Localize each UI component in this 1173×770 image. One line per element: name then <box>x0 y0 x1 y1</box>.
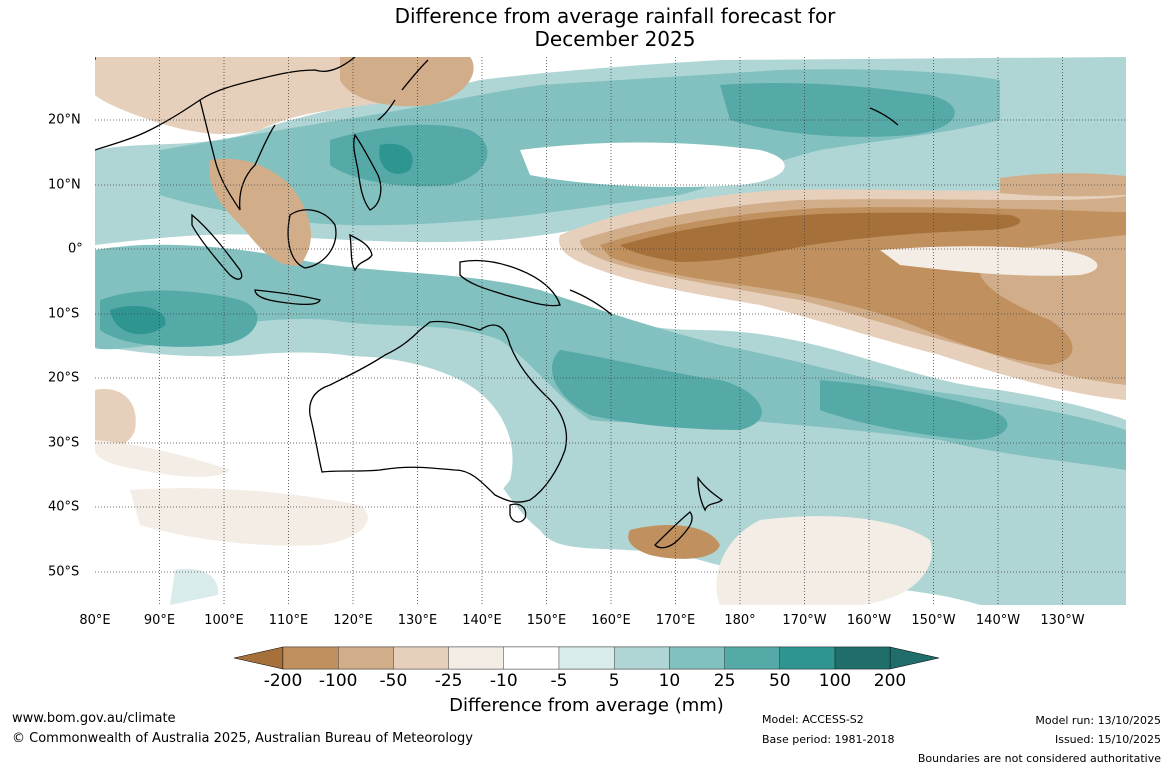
colorbar-segment <box>503 646 560 670</box>
colorbar-tick: -100 <box>318 671 358 691</box>
anomaly-region-pale-south-indian <box>95 440 230 477</box>
anomaly-region-dark-brown-eq-pacific <box>620 212 1021 262</box>
colorbar-tick: -25 <box>434 671 463 691</box>
colorbar-tick: -50 <box>379 671 408 691</box>
longitude-label: 140°E <box>462 613 502 628</box>
colorbar-tick: 100 <box>818 671 852 691</box>
colorbar-segment <box>558 646 615 670</box>
longitude-label: 90°E <box>143 613 176 628</box>
footer-url: www.bom.gov.au/climate <box>12 711 176 726</box>
latitude-label: 50°S <box>48 564 80 580</box>
colorbar-tick: 5 <box>608 671 620 691</box>
anomaly-region-white-australia <box>292 356 513 512</box>
anomaly-region-pale-sw-indian <box>170 568 219 605</box>
colorbar-tick: 50 <box>768 671 791 691</box>
anomaly-region-tan-south-china-sea <box>209 158 311 266</box>
latitude-label: 10°S <box>48 306 80 322</box>
latitude-label: 20°N <box>48 112 81 128</box>
longitude-label: 130°E <box>397 613 438 628</box>
longitude-label: 150°W <box>911 613 956 628</box>
latitude-label: 30°S <box>48 435 80 451</box>
colorbar-segment <box>724 646 780 670</box>
colorbar-tick: 200 <box>873 671 907 691</box>
graticule <box>95 57 1126 605</box>
coastline-philippines <box>353 133 382 211</box>
coastline-tasmania <box>509 503 527 523</box>
longitude-label: 130°W <box>1040 613 1085 628</box>
anomaly-region-teal-south-pacific <box>820 380 1008 440</box>
latitude-label: 20°S <box>48 370 80 386</box>
coastlines <box>95 57 899 549</box>
footer-disclaimer: Boundaries are not considered authoritat… <box>917 752 1161 765</box>
map-field <box>95 57 1126 605</box>
colorbar-segment <box>614 646 670 670</box>
coastline-solomons <box>569 289 613 316</box>
longitude-label: 170°W <box>782 613 827 628</box>
colorbar-tick: 10 <box>658 671 681 691</box>
chart-title-line-2: December 2025 <box>534 27 696 51</box>
coastline-japan <box>377 59 429 121</box>
anomaly-region-tan-north-pacific <box>1000 173 1126 197</box>
anomaly-region-pale-south-pacific <box>716 516 932 605</box>
colorbar-segment <box>448 646 504 670</box>
longitude-label: 120°E <box>333 613 373 628</box>
longitude-label: 100°E <box>204 613 244 628</box>
colorbar-label: Difference from average (mm) <box>449 695 724 716</box>
longitude-label: 160°W <box>846 613 892 628</box>
footer-model-run: Model run: 13/10/2025 <box>1035 714 1161 727</box>
footer-copyright: © Commonwealth of Australia 2025, Austra… <box>12 731 473 746</box>
latitude-label: 40°S <box>48 499 80 515</box>
colorbar-tick: -200 <box>263 671 303 691</box>
anomaly-region-deep-teal-1 <box>110 305 166 335</box>
colorbar-extend-low <box>233 646 284 670</box>
latitude-label: 10°N <box>48 177 81 193</box>
anomaly-region-pale-southern-ocean <box>130 488 368 546</box>
footer-base-period: Base period: 1981-2018 <box>762 733 895 746</box>
anomaly-region-tan-south-indian <box>95 389 136 447</box>
colorbar <box>233 646 940 670</box>
coastline-new-zealand-south <box>654 511 693 549</box>
longitude-label: 170°E <box>655 613 696 628</box>
colorbar-tick: -10 <box>489 671 518 691</box>
latitude-label: 0° <box>68 241 83 257</box>
chart-title-line-1: Difference from average rainfall forecas… <box>394 4 836 28</box>
coastline-new-zealand-north <box>697 475 724 512</box>
colorbar-segment <box>282 646 339 670</box>
anomaly-region-pale-eq-pacific <box>880 246 1098 276</box>
anomaly-region-tan-east-china-sea <box>340 57 474 107</box>
colorbar-tick: -5 <box>550 671 568 691</box>
colorbar-tick: 25 <box>713 671 736 691</box>
longitude-label: 140°W <box>975 613 1021 628</box>
longitude-label: 180° <box>724 613 756 628</box>
coastline-new-guinea <box>459 259 561 307</box>
anomaly-region-teal-coral-sea <box>551 350 762 430</box>
colorbar-segment <box>669 646 725 670</box>
longitude-label: 80°E <box>79 613 111 628</box>
longitude-label: 150°E <box>526 613 567 628</box>
coastline-australia <box>309 320 568 503</box>
coastline-hawaii <box>869 107 899 126</box>
anomaly-region-deep-teal-2 <box>379 143 413 174</box>
colorbar-segment <box>393 646 449 670</box>
anomaly-region-white-indian <box>95 358 294 468</box>
coastline-asia-mainland <box>95 57 356 211</box>
anomaly-region-white-north-band <box>520 142 785 187</box>
coastline-java <box>254 289 321 306</box>
coastline-sulawesi <box>349 233 373 272</box>
coastline-borneo <box>287 209 337 269</box>
footer-model: Model: ACCESS-S2 <box>762 713 864 726</box>
longitude-label: 160°E <box>591 613 631 628</box>
coastline-sumatra <box>191 213 243 280</box>
colorbar-extend-high <box>889 646 940 670</box>
longitude-label: 110°E <box>268 613 309 628</box>
colorbar-segment <box>338 646 394 670</box>
anomaly-region-tan-tasman <box>628 525 720 559</box>
colorbar-segment <box>834 646 891 670</box>
footer-issued: Issued: 15/10/2025 <box>1054 733 1161 746</box>
colorbar-segment <box>779 646 836 670</box>
